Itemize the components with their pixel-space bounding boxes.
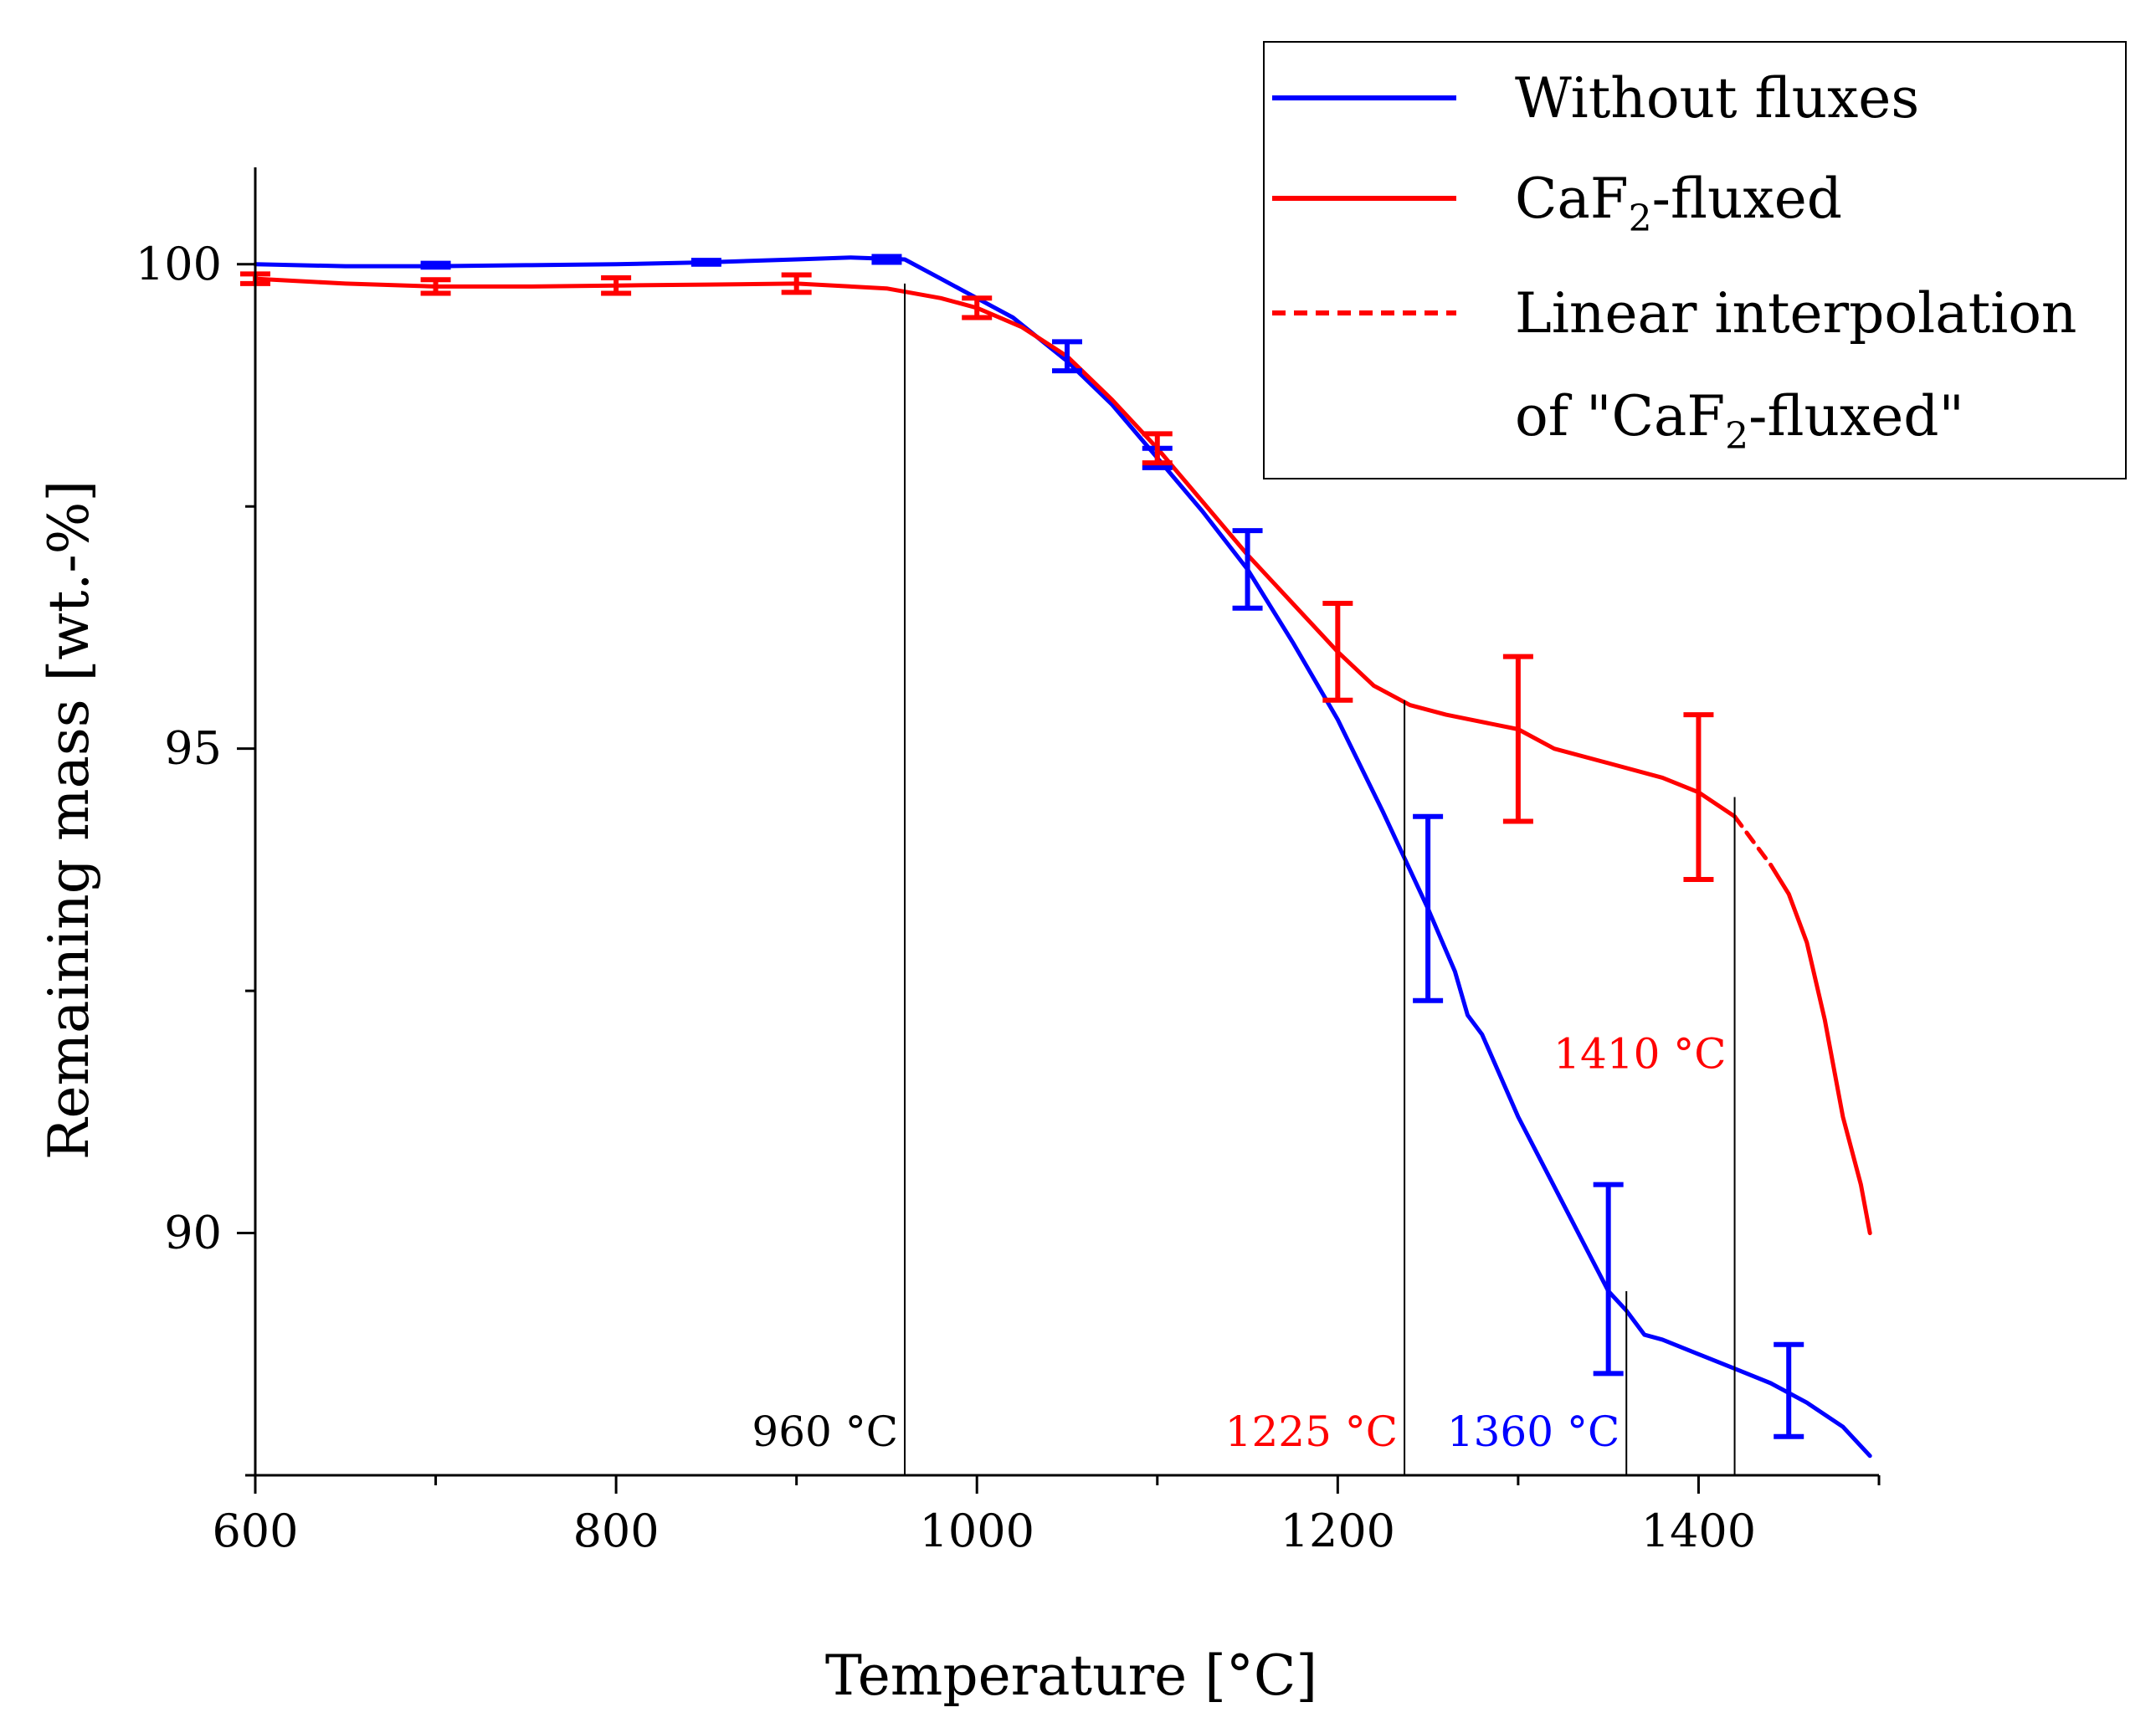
x-tick-label: 600	[212, 1505, 298, 1557]
annotation-layer: 960 °C 1225 °C 1360 °C 1410 °C	[752, 283, 1736, 1475]
legend-interp-suffix: -fluxed"	[1748, 384, 1964, 449]
series-line-2	[1732, 814, 1774, 868]
onset-label-0: 960 °C	[752, 1407, 898, 1456]
error-bar-1-2	[601, 274, 632, 296]
error-bar-0-6	[1413, 813, 1444, 1003]
legend-label-without-fluxes: Without fluxes	[1515, 66, 1919, 131]
series-line-3	[1768, 863, 1872, 1236]
y-tick-label: 100	[136, 238, 222, 290]
legend-caf2-prefix: CaF	[1515, 167, 1629, 231]
y-axis-title: Remaining mass [wt.-%]	[37, 480, 101, 1160]
legend-caf2-sub: 2	[1629, 197, 1652, 240]
legend-label-caf2-fluxed: CaF2-fluxed	[1515, 167, 1842, 240]
series-line-0	[253, 255, 1872, 1459]
error-bar-1-1	[420, 277, 451, 296]
error-bar-1-3	[781, 272, 812, 295]
error-bar-0-1	[690, 258, 721, 267]
legend: Without fluxes CaF2-fluxed Linear interp…	[1263, 41, 2127, 479]
y-tick-label: 90	[164, 1207, 222, 1259]
onset-label-1: 1225 °C	[1225, 1407, 1398, 1456]
y-tick-label: 95	[164, 722, 222, 775]
error-bar-1-5	[1142, 431, 1173, 466]
legend-box	[1263, 41, 2127, 479]
error-bar-0-3	[1052, 339, 1082, 374]
error-bar-0-2	[871, 254, 902, 265]
x-tick-label: 800	[573, 1505, 660, 1557]
series-layer	[240, 254, 1872, 1459]
error-bar-1-8	[1683, 712, 1714, 882]
legend-interp-sub: 2	[1725, 415, 1748, 458]
error-bar-0-7	[1593, 1182, 1624, 1377]
onset-label-2: 1360 °C	[1447, 1407, 1620, 1456]
x-tick-label: 1400	[1641, 1505, 1756, 1557]
onset-label-3: 1410 °C	[1553, 1030, 1726, 1079]
legend-label-interpolation-line2: of "CaF2-fluxed"	[1515, 384, 1964, 458]
legend-interp-prefix: of "CaF	[1515, 384, 1725, 449]
legend-label-interpolation-line1: Linear interpolation	[1515, 281, 2076, 346]
error-bar-1-6	[1322, 601, 1353, 703]
error-bar-0-0	[420, 260, 451, 270]
x-axis-title: Temperature [°C]	[825, 1643, 1317, 1708]
error-bar-1-7	[1502, 654, 1533, 824]
legend-caf2-suffix: -fluxed	[1652, 167, 1842, 231]
axes: 600 800 1000 1200 1400 90 95 100	[136, 167, 1881, 1557]
x-tick-label: 1200	[1281, 1505, 1395, 1557]
error-bar-1-4	[962, 295, 993, 320]
x-tick-label: 1000	[920, 1505, 1034, 1557]
error-bar-0-8	[1774, 1341, 1804, 1439]
error-bar-0-5	[1232, 528, 1263, 611]
